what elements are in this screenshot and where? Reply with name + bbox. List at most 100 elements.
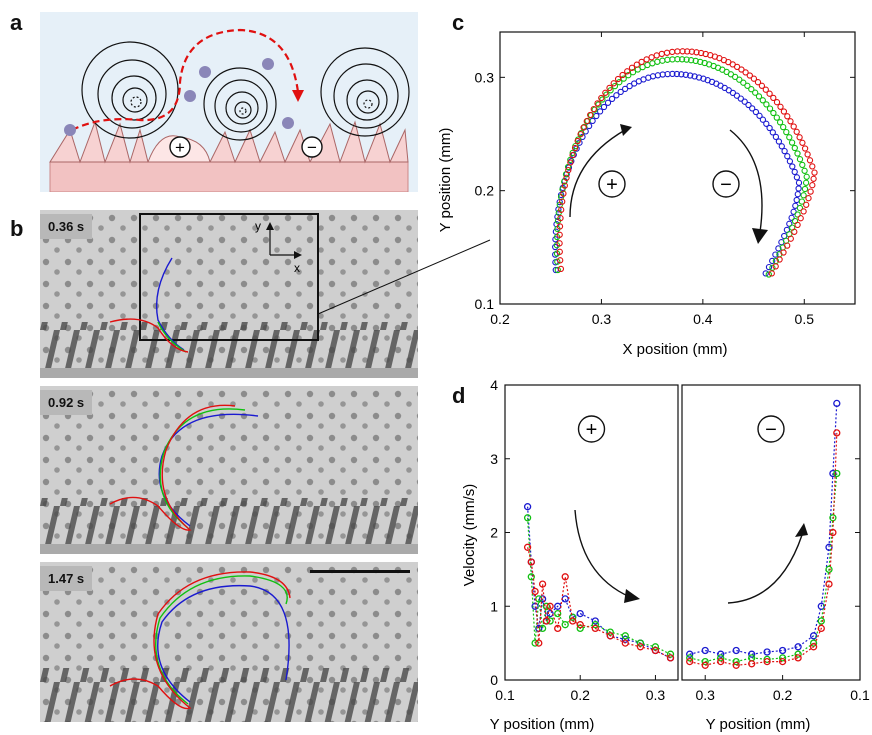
c-point: [807, 188, 814, 195]
d-point: [686, 654, 694, 662]
c-point: [786, 158, 794, 165]
d-point: [576, 624, 584, 633]
c-point: [596, 108, 604, 115]
c-point: [752, 89, 759, 96]
d-point: [809, 643, 818, 651]
c-point: [560, 190, 567, 197]
c-point: [600, 103, 608, 111]
c-arrow-plus: [569, 129, 626, 218]
c-point: [778, 143, 785, 150]
d-point: [606, 628, 614, 636]
c-xtick-label: 0.4: [693, 311, 713, 327]
plus-sign: +: [175, 138, 185, 157]
d-point: [794, 643, 802, 651]
d-ytick-label: 0: [490, 672, 498, 688]
c-xtick-label: 0.5: [795, 311, 815, 327]
c-point: [796, 156, 804, 163]
c-point: [556, 248, 563, 255]
d-point: [554, 609, 562, 618]
c-ylabel: Y position (mm): [437, 128, 454, 233]
panel-a-schematic: + −: [40, 12, 418, 192]
c-point: [610, 80, 617, 87]
c-point: [649, 73, 657, 80]
d-point: [829, 528, 837, 537]
d-point: [538, 580, 547, 588]
c-point: [776, 256, 783, 263]
d-point: [527, 573, 535, 581]
c-point: [800, 208, 807, 215]
c-point: [664, 56, 671, 63]
c-point: [787, 235, 794, 242]
c-point: [762, 270, 769, 277]
c-point: [738, 66, 745, 73]
panel-label-d: d: [452, 383, 466, 408]
d-point: [546, 617, 554, 625]
d-point: [621, 639, 629, 647]
c-point: [737, 95, 744, 102]
c-point: [763, 120, 770, 127]
d-point: [535, 639, 543, 647]
c-point: [803, 173, 810, 180]
d-series-line: [527, 547, 671, 659]
particles: [64, 58, 294, 136]
c-point: [793, 174, 801, 181]
c-point: [786, 134, 793, 141]
d-point: [717, 657, 725, 666]
d-point: [701, 646, 709, 655]
c-point: [802, 179, 810, 186]
d-point: [763, 657, 771, 666]
d-minus-sign: −: [765, 419, 777, 441]
c-point: [773, 99, 781, 106]
c-xtick-label: 0.2: [490, 311, 510, 327]
d-xtick-label: 0.2: [773, 687, 793, 703]
c-point: [628, 64, 636, 71]
c-point: [565, 166, 572, 174]
c-point: [796, 204, 804, 212]
d-point: [621, 632, 629, 640]
c-point: [602, 89, 609, 96]
c-point: [750, 75, 758, 82]
minus-circle-icon: [301, 136, 323, 158]
c-point: [768, 270, 775, 277]
frame-3: [40, 562, 418, 722]
c-point: [626, 82, 633, 90]
c-point: [759, 116, 767, 123]
c-point: [766, 90, 773, 97]
panel-label-a: a: [10, 10, 23, 35]
c-arrow-minus: [729, 129, 763, 233]
d-ytick-label: 2: [490, 525, 498, 541]
c-point: [748, 86, 755, 93]
c-point: [794, 211, 801, 218]
c-point: [773, 114, 780, 121]
trajectory-arrowhead: [292, 90, 304, 102]
d-point: [794, 654, 802, 662]
c-point: [784, 153, 791, 160]
c-point: [587, 111, 594, 119]
d-point: [778, 654, 787, 662]
vortex-left: [81, 41, 179, 139]
d-arrow-plus: [574, 509, 631, 598]
d-point: [561, 621, 569, 629]
d-plus-sign: +: [586, 419, 598, 441]
c-point: [794, 221, 801, 229]
c-point: [673, 70, 681, 78]
d-series-line: [689, 403, 838, 655]
c-point: [608, 95, 616, 103]
c-arrow-plus-head: [620, 124, 632, 136]
c-point: [674, 56, 681, 63]
c-point: [556, 231, 563, 238]
c-point: [687, 72, 694, 79]
c-point: [638, 58, 645, 66]
c-point: [798, 198, 806, 205]
d-point: [829, 469, 837, 478]
c-point: [742, 69, 749, 76]
d-point: [531, 639, 539, 647]
d-point: [732, 657, 740, 666]
d-point: [531, 602, 539, 610]
c-point: [801, 185, 809, 193]
c-point: [576, 139, 583, 146]
c-point: [653, 52, 660, 59]
d-left-xlabel: Y position (mm): [490, 716, 595, 733]
d-point: [748, 650, 756, 658]
c-point: [794, 191, 801, 198]
